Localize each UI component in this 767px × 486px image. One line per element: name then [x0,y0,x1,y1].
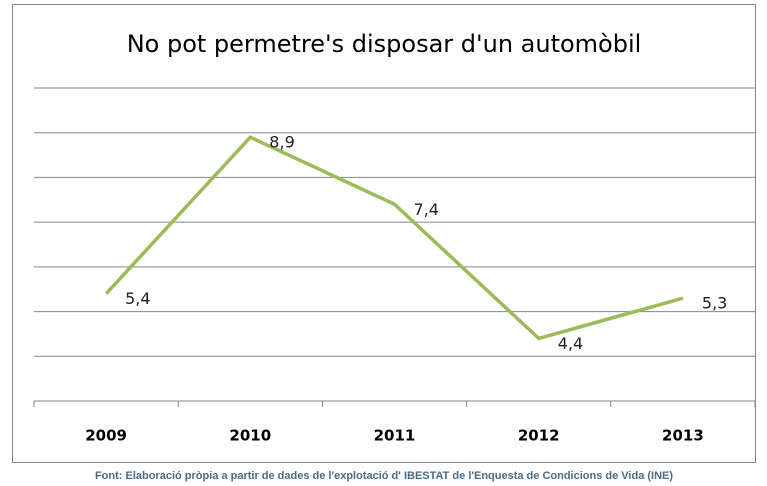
source-note: Font: Elaboració pròpia a partir de dade… [95,470,673,482]
data-label: 7,4 [414,200,439,219]
x-tick-label: 2013 [662,427,704,445]
data-line [104,135,684,341]
data-label: 5,4 [125,289,150,308]
chart-frame [12,4,756,463]
chart-title: No pot permetre's disposar d'un automòbi… [127,30,642,58]
x-tick-label: 2010 [229,427,271,445]
x-tick-label: 2012 [518,427,560,445]
x-tick-label: 2011 [374,427,416,445]
data-label: 5,3 [702,294,727,313]
x-tick-label: 2009 [85,427,127,445]
data-label: 4,4 [558,334,583,353]
data-label: 8,9 [269,133,294,152]
